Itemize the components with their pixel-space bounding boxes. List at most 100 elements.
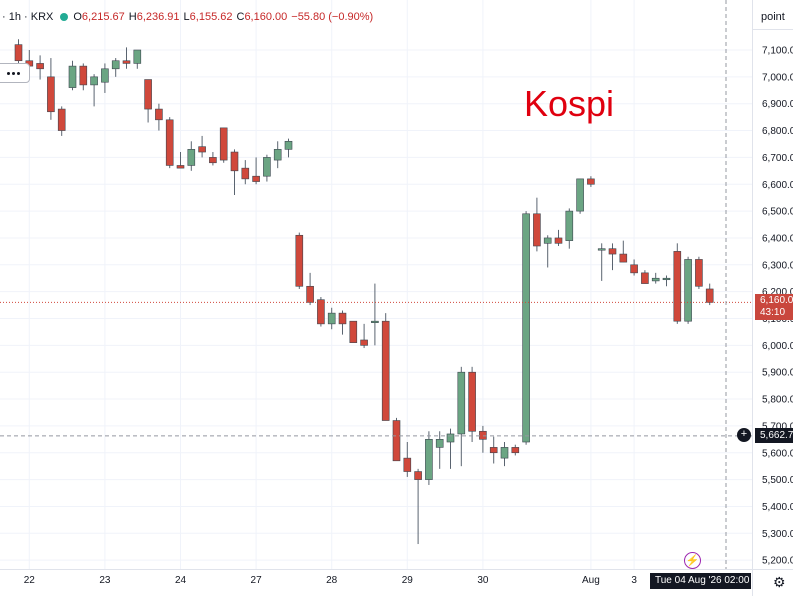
candle-body — [317, 299, 325, 325]
candle-body — [111, 60, 120, 70]
candle-body — [435, 439, 444, 448]
candle-body — [144, 79, 152, 110]
y-tick-label: 6,900.00 — [762, 99, 793, 110]
candle-body — [619, 253, 628, 263]
x-axis[interactable]: 22 23 24 27 28 29 30 Aug 3 — [0, 569, 793, 587]
y-tick-label: 6,700.00 — [762, 153, 793, 164]
y-tick-label: 5,900.00 — [762, 368, 793, 379]
candle-body — [630, 264, 638, 274]
candle-body — [122, 60, 131, 64]
candle-body — [608, 248, 617, 255]
high-value: H6,236.91 — [128, 11, 180, 23]
scale-mode-label[interactable]: point — [752, 4, 793, 30]
candle-body — [543, 237, 552, 244]
y-tick-label: 5,200.00 — [762, 556, 793, 567]
chart-annotation-title: Kospi — [524, 83, 615, 124]
candle-body — [230, 151, 239, 172]
candle-body — [403, 457, 412, 472]
x-tick-label: 29 — [402, 575, 414, 586]
last-price-tag: 6,160.00 43:10 — [755, 294, 793, 320]
y-tick-label: 7,000.00 — [762, 72, 793, 83]
candle-body — [489, 447, 498, 454]
x-tick-label: Aug — [582, 575, 600, 586]
crosshair-price-tag: 5,662.7 — [755, 428, 793, 443]
candle-body — [360, 339, 368, 346]
candle-body — [252, 175, 260, 182]
candle-body — [198, 146, 206, 153]
y-tick-label: 5,400.00 — [762, 502, 793, 513]
y-tick-label: 6,000.00 — [762, 341, 793, 352]
candle-body — [68, 65, 77, 88]
candle-body — [522, 213, 530, 443]
y-tick-label: 6,200.00 — [762, 287, 793, 298]
candle-body — [47, 76, 55, 113]
candle-body — [587, 178, 595, 185]
candle-body — [705, 288, 714, 303]
candle-body — [392, 420, 401, 462]
candle-body — [662, 277, 671, 281]
y-tick-label: 7,100.00 — [762, 46, 793, 57]
candle-body — [90, 76, 98, 86]
ohlc-legend: · 1h · KRX O6,215.67 H6,236.91 L6,155.62… — [0, 6, 373, 28]
x-tick-label: 30 — [477, 575, 489, 586]
y-tick-label: 6,500.00 — [762, 207, 793, 218]
candle-body — [295, 234, 304, 287]
y-tick-label: 5,600.00 — [762, 448, 793, 459]
candle-body — [165, 119, 174, 166]
symbol-interval[interactable]: · 1h · KRX — [2, 11, 54, 23]
candle-body — [338, 312, 347, 325]
candle-body — [327, 312, 336, 325]
low-value: L6,155.62 — [183, 11, 233, 23]
y-tick-label: 5,800.00 — [762, 395, 793, 406]
candle-body — [371, 320, 379, 323]
candle-body — [651, 277, 660, 282]
close-value: C6,160.00 — [236, 11, 288, 23]
candle-body — [219, 127, 228, 161]
x-tick-label: 27 — [251, 575, 263, 586]
x-tick-label: 24 — [175, 575, 187, 586]
candle-body — [673, 251, 682, 322]
candle-body — [565, 210, 574, 241]
candle-body — [446, 433, 455, 443]
crosshair-time-tag: Tue 04 Aug '26 02:00 — [650, 573, 751, 589]
y-tick-label: 6,300.00 — [762, 260, 793, 271]
y-tick-label: 5,300.00 — [762, 529, 793, 540]
bar-countdown: 43:10 — [760, 307, 786, 318]
candle-body — [176, 165, 185, 169]
candle-body — [641, 272, 649, 284]
candle-body — [284, 140, 293, 150]
y-tick-label: 6,400.00 — [762, 233, 793, 244]
more-icon[interactable] — [0, 63, 30, 83]
candle-body — [57, 108, 66, 131]
y-tick-label: 6,800.00 — [762, 126, 793, 137]
candle-body — [479, 430, 487, 440]
candle-body — [684, 259, 692, 322]
gear-icon[interactable]: ⚙ — [773, 574, 786, 590]
candles — [14, 39, 714, 545]
candle-body — [241, 167, 250, 180]
candle-body — [306, 285, 314, 303]
lightning-icon[interactable]: ⚡ — [684, 552, 701, 569]
last-price-value: 6,160.00 — [760, 295, 793, 306]
y-tick-label: 5,700.00 — [762, 421, 793, 432]
candle-body — [14, 44, 23, 62]
candle-body — [273, 149, 282, 161]
candle-body — [101, 68, 109, 83]
x-tick-label: 23 — [99, 575, 111, 586]
candle-body — [425, 439, 433, 480]
candle-body — [36, 63, 44, 70]
y-tick-label: 5,500.00 — [762, 475, 793, 486]
candle-body — [209, 157, 217, 164]
plus-icon[interactable]: + — [737, 428, 751, 442]
candle-body — [511, 447, 520, 454]
candle-body — [533, 213, 541, 247]
grid-lines — [0, 0, 752, 569]
crosshair-layer — [0, 0, 752, 569]
candle-body — [576, 178, 584, 212]
market-status-icon — [60, 13, 69, 21]
candle-body — [500, 447, 509, 459]
candle-body — [187, 149, 196, 166]
candle-body — [349, 320, 358, 343]
candle-body — [79, 65, 88, 86]
